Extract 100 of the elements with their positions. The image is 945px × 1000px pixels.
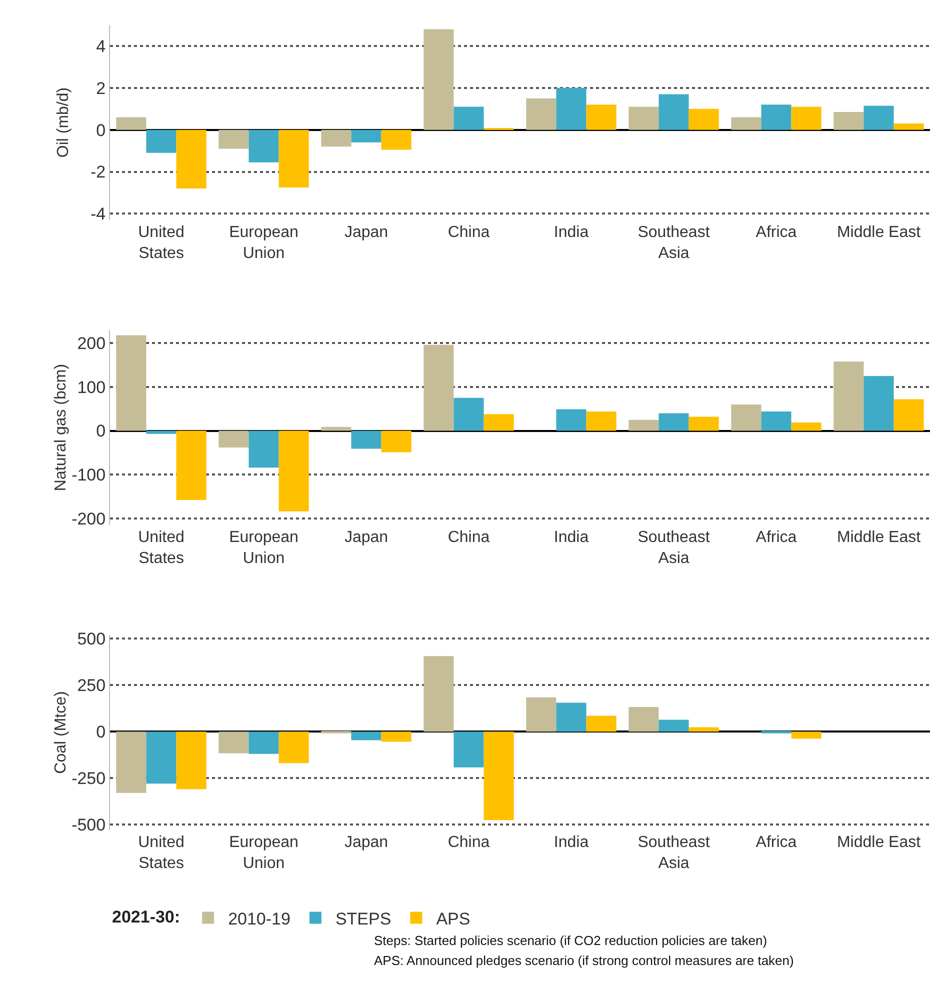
bar	[688, 727, 719, 732]
x-tick-label: China	[448, 224, 490, 241]
legend-label: STEPS	[335, 909, 392, 928]
bar	[351, 130, 382, 142]
x-tick-label: Southeast Asia	[638, 834, 710, 872]
x-tick-label: India	[554, 834, 589, 851]
bar	[731, 404, 762, 431]
y-tick-label: -200	[72, 509, 106, 528]
x-tick-label: India	[554, 224, 589, 241]
bar	[176, 732, 206, 790]
y-tick-label: 100	[77, 378, 106, 397]
bar	[864, 106, 894, 130]
y-tick-label: 500	[77, 630, 106, 649]
bar	[146, 130, 176, 153]
x-tick-label: Africa	[756, 224, 797, 241]
bar	[424, 656, 454, 732]
x-tick-label: United States	[138, 529, 184, 567]
bar	[864, 376, 894, 431]
bar	[658, 413, 689, 431]
y-axis-title: Coal (Mtce)	[52, 691, 70, 774]
y-axis-title: Oil (mb/d)	[55, 87, 72, 158]
bar	[526, 98, 556, 130]
y-tick-label: 0	[96, 722, 106, 742]
bar	[351, 732, 382, 740]
x-tick-label: China	[448, 529, 490, 546]
x-tick-label: European Union	[229, 224, 298, 262]
legend-title: 2021-30:	[112, 907, 180, 926]
bar	[321, 426, 352, 431]
bar	[248, 732, 279, 754]
bar	[761, 412, 792, 431]
bar	[278, 130, 309, 188]
bar	[791, 732, 822, 739]
bar	[556, 88, 586, 130]
bar	[791, 422, 822, 431]
x-tick-label: United States	[138, 224, 184, 262]
bar	[628, 420, 659, 431]
y-tick-label: 0	[96, 120, 106, 140]
bar	[688, 416, 719, 431]
bar	[116, 732, 146, 793]
bar	[894, 399, 924, 431]
x-tick-label: European Union	[229, 834, 298, 872]
x-tick-label: Southeast Asia	[638, 529, 710, 567]
bar	[248, 130, 279, 162]
bar	[176, 430, 206, 500]
bar	[484, 414, 514, 431]
bar	[628, 707, 659, 732]
bar	[586, 716, 616, 732]
legend-label: 2010-19	[228, 909, 290, 928]
y-tick-label: -250	[72, 768, 106, 788]
bar	[454, 106, 484, 130]
bar	[116, 335, 146, 431]
bar	[146, 430, 176, 434]
bar	[586, 104, 616, 130]
bar	[176, 130, 206, 189]
legend-label: APS	[436, 909, 470, 928]
x-tick-label: Africa	[756, 834, 797, 851]
bar	[586, 412, 616, 431]
x-tick-label: United States	[138, 834, 184, 872]
text: Steps: Started policies scenario (if CO2 reduction policies are taken)	[374, 933, 768, 948]
bar	[381, 130, 412, 150]
bar	[351, 430, 382, 449]
x-tick-label: Japan	[344, 834, 388, 851]
y-axis-title: Natural gas (bcm)	[52, 364, 70, 492]
x-tick-label: Middle East	[836, 834, 922, 851]
bar	[321, 130, 352, 147]
bar	[484, 732, 514, 820]
text: APS: Announced pledges scenario (if strong control measures are taken)	[374, 953, 794, 968]
bar	[628, 106, 659, 130]
bar	[424, 29, 454, 130]
bar	[381, 732, 412, 742]
bar	[218, 732, 249, 754]
x-tick-label: Japan	[344, 224, 388, 241]
bar	[791, 106, 822, 130]
bar	[688, 108, 719, 130]
bar	[556, 409, 586, 431]
bar	[278, 430, 309, 512]
bar	[556, 702, 586, 732]
bar	[424, 344, 454, 431]
x-tick-label: Japan	[344, 529, 388, 546]
bar	[218, 430, 249, 448]
x-tick-label: India	[554, 529, 589, 546]
x-tick-label: Africa	[756, 529, 797, 546]
bar	[761, 104, 792, 130]
bar	[526, 697, 556, 732]
bar	[218, 130, 249, 149]
bar	[116, 117, 146, 130]
bar	[731, 117, 762, 130]
bar	[381, 430, 412, 452]
y-tick-label: 250	[77, 676, 106, 696]
bar	[248, 430, 279, 468]
bar	[834, 362, 864, 431]
x-tick-label: European Union	[229, 529, 298, 567]
bar	[454, 732, 484, 768]
bar	[146, 732, 176, 784]
bar	[834, 112, 864, 130]
bar	[894, 124, 924, 130]
bar	[278, 732, 309, 764]
x-tick-label: Southeast Asia	[638, 224, 710, 262]
bar	[658, 94, 689, 130]
y-tick-label: -2	[90, 162, 106, 182]
